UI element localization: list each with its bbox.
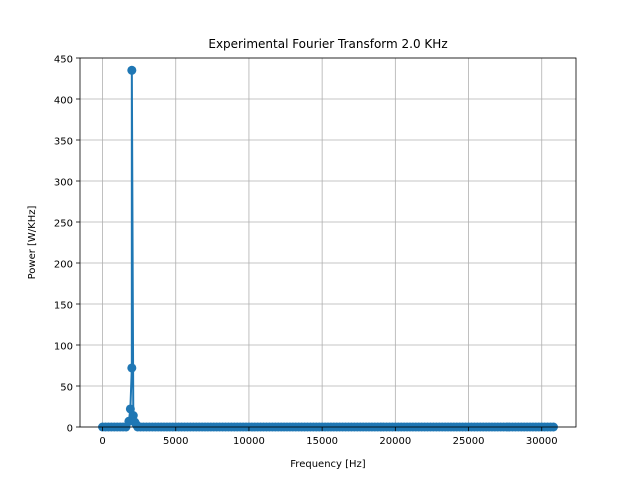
- x-tick-label: 0: [99, 436, 105, 447]
- y-tick-label: 350: [54, 137, 73, 148]
- y-tick-label: 100: [54, 342, 73, 353]
- x-axis-label: Frequency [Hz]: [290, 459, 366, 470]
- x-tick-label: 25000: [453, 436, 485, 447]
- y-tick-label: 250: [54, 219, 73, 230]
- data-point: [127, 65, 137, 75]
- y-tick-label: 450: [54, 55, 73, 66]
- y-tick-label: 150: [54, 301, 73, 312]
- x-tick-label: 5000: [163, 436, 188, 447]
- axes-frame: [79, 57, 577, 428]
- y-axis-ticks: 0 50 100 150 200 250 300 350 400 450: [54, 55, 80, 435]
- y-tick-label: 200: [54, 260, 73, 271]
- x-tick-label: 10000: [233, 436, 265, 447]
- chart-title: Experimental Fourier Transform 2.0 KHz: [208, 37, 447, 51]
- x-tick-label: 15000: [306, 436, 338, 447]
- x-tick-label: 20000: [379, 436, 411, 447]
- y-tick-label: 0: [67, 424, 73, 435]
- y-axis-label: Power [W/KHz]: [27, 206, 38, 280]
- data-point: [127, 363, 137, 373]
- x-axis-ticks: 0 5000 10000 15000 20000 25000 30000: [99, 427, 558, 447]
- y-tick-label: 50: [60, 383, 73, 394]
- y-tick-label: 400: [54, 96, 73, 107]
- x-tick-label: 30000: [526, 436, 558, 447]
- y-tick-label: 300: [54, 178, 73, 189]
